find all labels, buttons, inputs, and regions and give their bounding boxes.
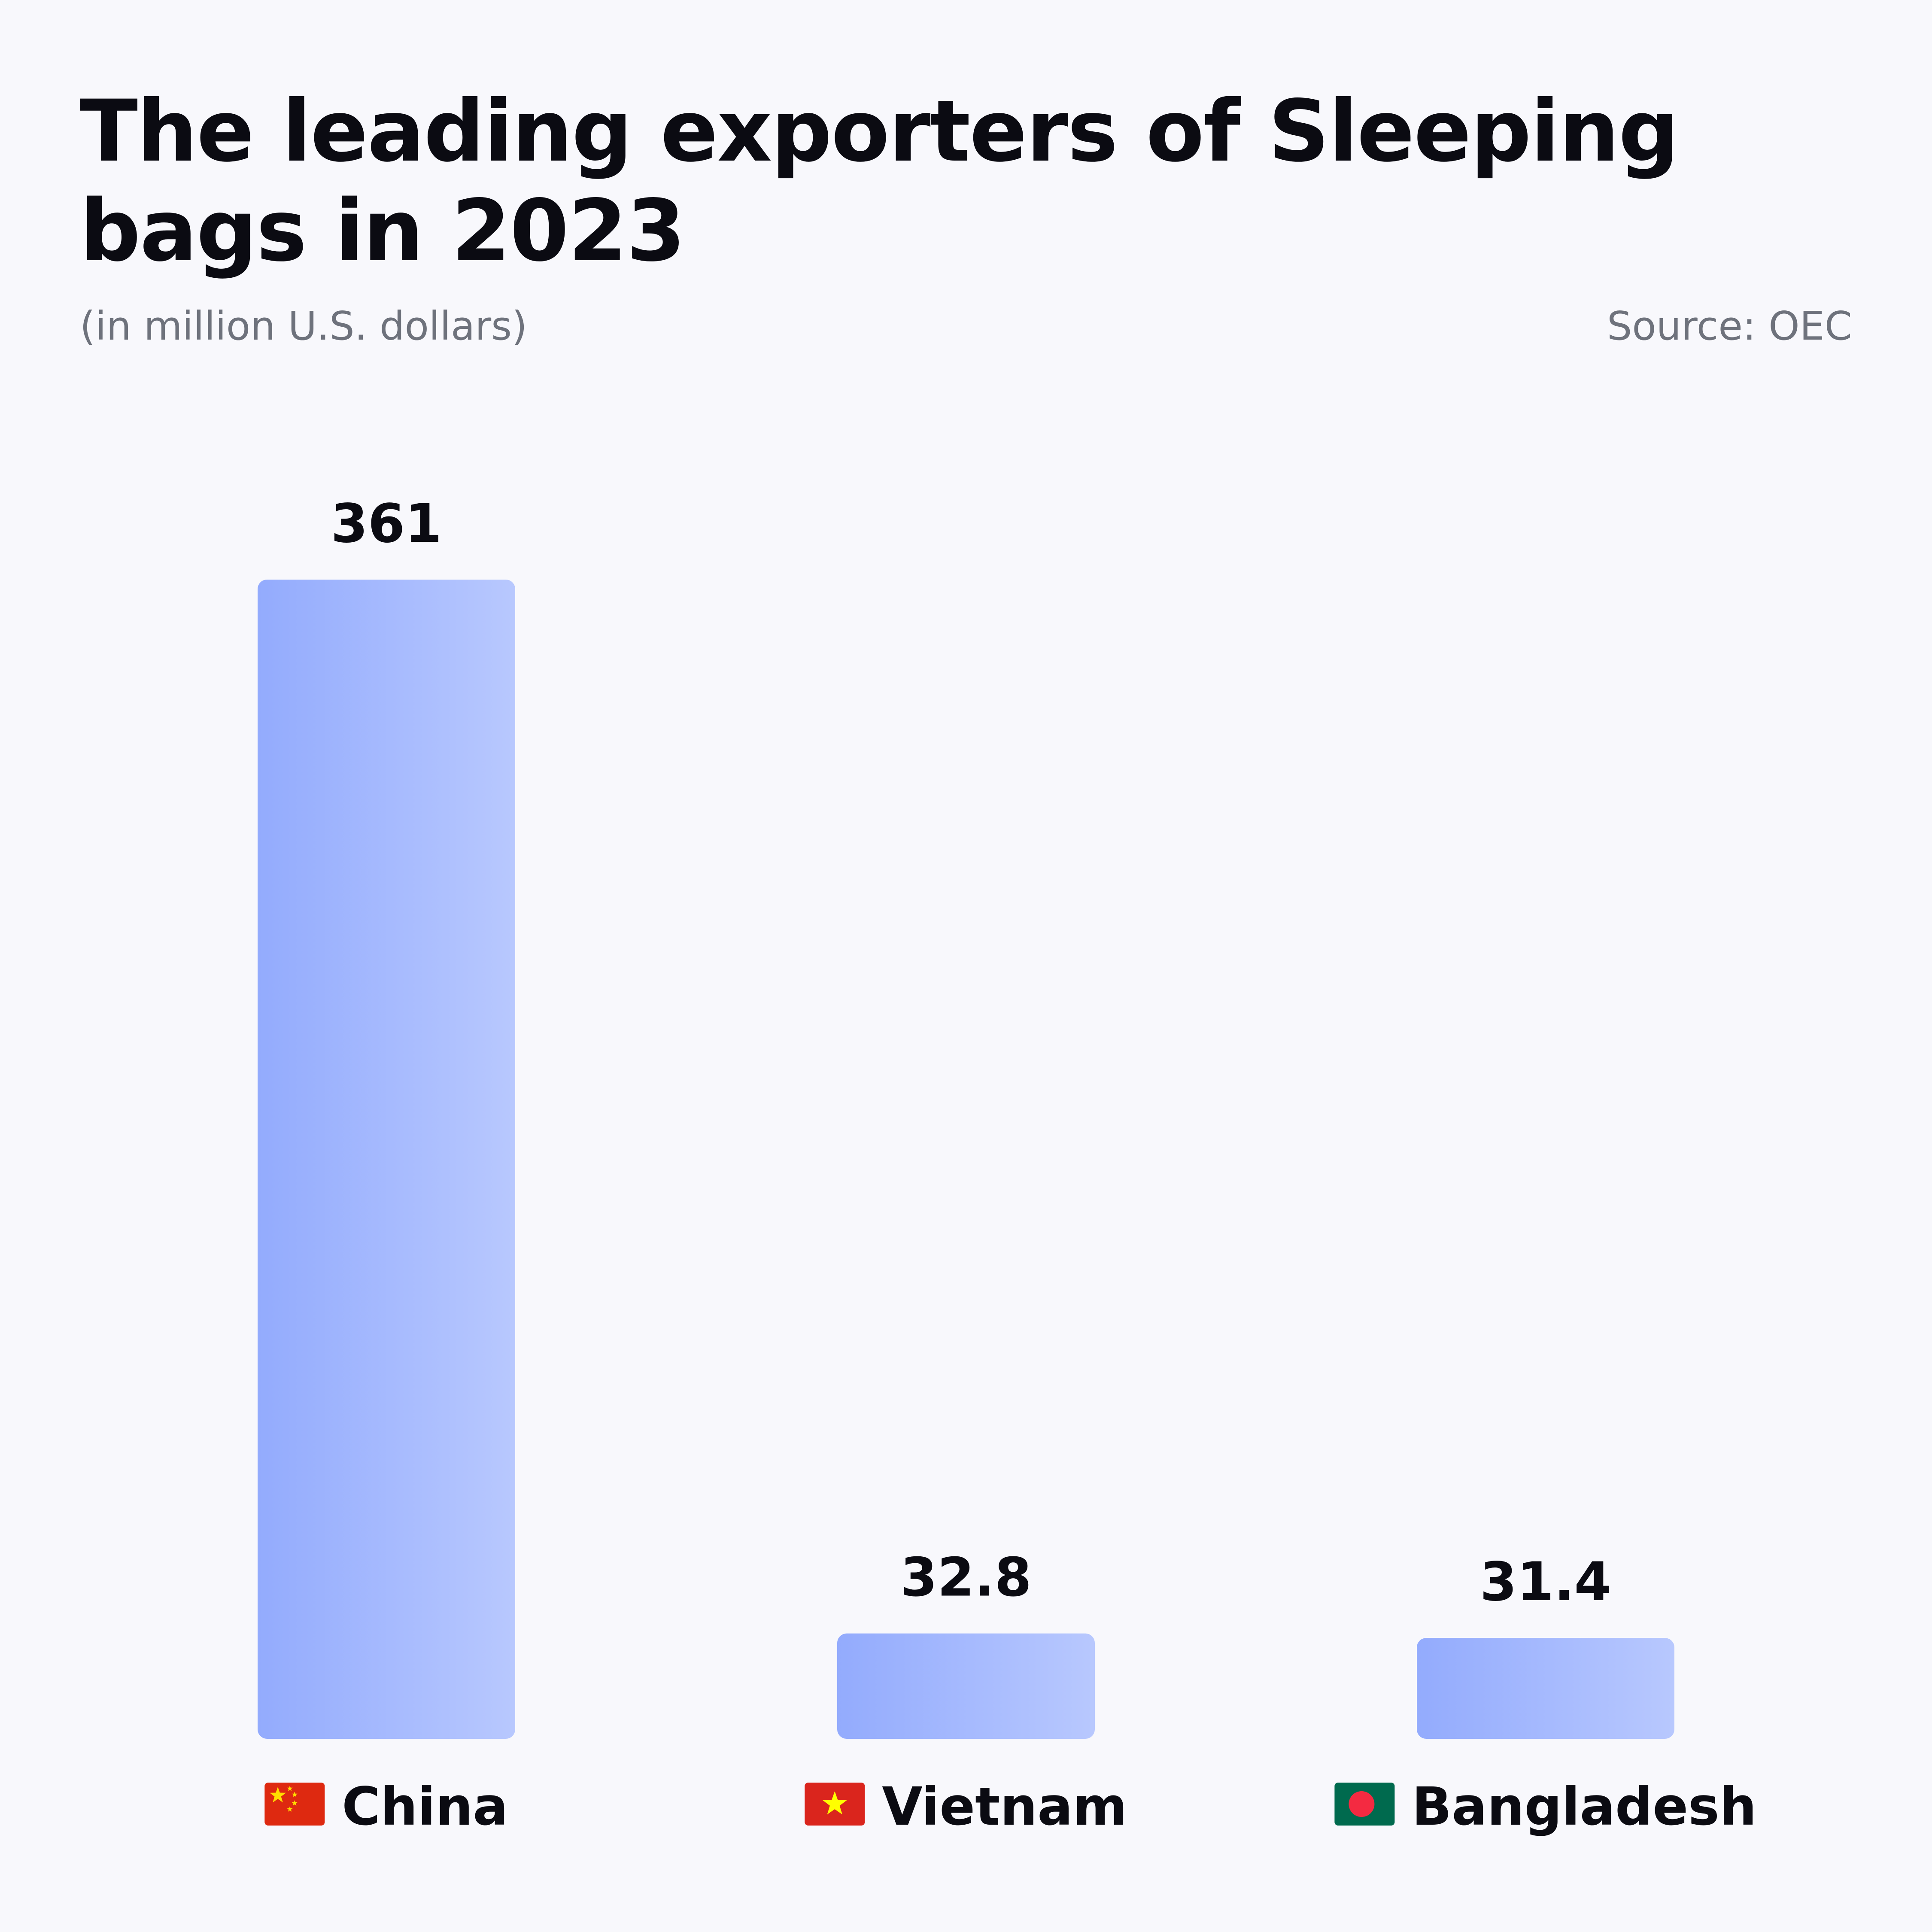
chart-source: Source: OEC <box>1607 303 1852 349</box>
chart-subtitle: (in million U.S. dollars) <box>80 303 528 349</box>
category-text: China <box>342 1776 508 1837</box>
category-text: Vietnam <box>882 1776 1127 1837</box>
bars-group <box>258 580 1674 1739</box>
category-text: Bangladesh <box>1412 1776 1756 1837</box>
category-label-vietnam: Vietnam <box>805 1776 1127 1837</box>
bar-vietnam <box>837 1633 1095 1739</box>
category-label-china: China <box>264 1776 508 1837</box>
value-label-vietnam: 32.8 <box>900 1547 1032 1609</box>
category-labels-group: China Vietnam Bangladesh <box>264 1776 1757 1837</box>
category-label-bangladesh: Bangladesh <box>1334 1776 1757 1837</box>
bar-bangladesh <box>1417 1638 1674 1739</box>
bar-china <box>258 580 515 1739</box>
chart-title: The leading exporters of Sleeping bags i… <box>80 82 1679 280</box>
china-flag-icon <box>264 1783 325 1826</box>
value-labels-group: 361 32.8 31.4 <box>331 493 1611 1613</box>
vietnam-flag-icon <box>805 1783 865 1826</box>
value-label-bangladesh: 31.4 <box>1480 1551 1611 1613</box>
bangladesh-flag-icon <box>1334 1783 1395 1826</box>
value-label-china: 361 <box>331 493 442 555</box>
